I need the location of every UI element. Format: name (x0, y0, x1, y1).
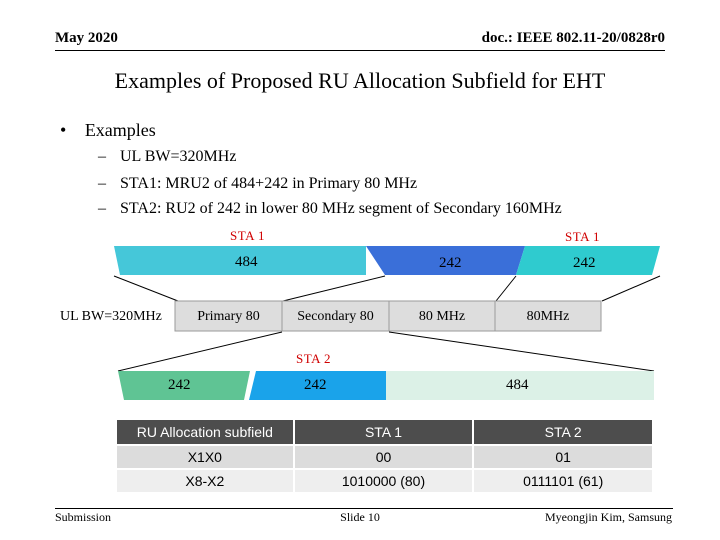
band-label-80mhz-a: 80 MHz (418, 309, 466, 324)
table-cell: 0111101 (61) (473, 468, 654, 492)
band-label-secondary: Secondary 80 (297, 309, 374, 324)
header-date: May 2020 (55, 30, 118, 46)
subbullet-2: – STA1: MRU2 of 484+242 in Primary 80 MH… (98, 175, 417, 193)
bullet-marker: • (60, 120, 67, 140)
connector-top-right (601, 275, 661, 302)
band-label-80mhz-b: 80MHz (526, 309, 570, 324)
sta1-label-right: STA 1 (565, 229, 601, 244)
table-header-cell: RU Allocation subfield (117, 420, 295, 445)
connector-top-mid-right (495, 275, 517, 302)
table-header-cell: STA 2 (473, 420, 654, 445)
bullet-examples: • Examples (60, 120, 156, 141)
footer-author: Myeongjin Kim, Samsung (544, 510, 672, 524)
connector-bottom-left (117, 331, 283, 372)
subbullet-text: UL BW=320MHz (120, 148, 237, 165)
table-cell: 01 (473, 444, 654, 469)
header-rule (55, 50, 665, 51)
subbullet-text: STA2: RU2 of 242 in lower 80 MHz segment… (120, 200, 562, 217)
slide-title: Examples of Proposed RU Allocation Subfi… (114, 68, 606, 93)
band-secondary-80 (281, 300, 390, 332)
dash: – (98, 200, 106, 217)
band-primary-80 (174, 300, 283, 332)
subbullet-text: STA1: MRU2 of 484+242 in Primary 80 MHz (120, 175, 418, 192)
top-label-242-b: 242 (439, 255, 462, 271)
top-shape-242-cyan (516, 246, 660, 275)
table-cell: 00 (293, 444, 475, 469)
bullet-text: Examples (84, 120, 156, 140)
sta2-label: STA 2 (296, 351, 332, 366)
ru-allocation-table: RU Allocation subfield STA 1 STA 2 X1X0 … (117, 420, 654, 492)
connector-bottom-right (388, 331, 655, 372)
dash: – (98, 148, 106, 165)
table-cell: X1X0 (117, 444, 295, 469)
top-label-242-c: 242 (573, 255, 596, 271)
footer-submission: Submission (55, 510, 112, 524)
ul-bw-label: UL BW=320MHz (60, 309, 162, 324)
dash: – (98, 175, 106, 192)
bottom-shape-242-green (118, 371, 250, 400)
top-shape-484 (114, 246, 366, 275)
bottom-shape-484 (386, 371, 654, 400)
top-shape-242-blue (366, 246, 525, 275)
footer-rule (55, 508, 673, 509)
sta1-label-left: STA 1 (230, 228, 266, 243)
subbullet-3: – STA2: RU2 of 242 in lower 80 MHz segme… (98, 200, 562, 218)
table-header-cell: STA 1 (293, 420, 475, 445)
table-cell: X8-X2 (117, 468, 295, 492)
top-label-484: 484 (235, 254, 258, 270)
table-row: X1X0 00 01 (117, 444, 654, 469)
band-80mhz-b (494, 300, 602, 332)
header-doc-id: doc.: IEEE 802.11-20/0828r0 (481, 30, 665, 46)
table-cell: 1010000 (80) (293, 468, 475, 492)
subbullet-1: – UL BW=320MHz (98, 148, 236, 166)
bottom-label-242-b: 242 (304, 377, 327, 393)
band-label-primary: Primary 80 (197, 309, 260, 324)
table-header-row: RU Allocation subfield STA 1 STA 2 (117, 420, 654, 445)
bottom-shape-242-blue (249, 371, 386, 400)
band-80mhz-a (388, 300, 496, 332)
bottom-label-484: 484 (506, 377, 529, 393)
connector-top-mid (282, 275, 386, 302)
footer-slide-number: Slide 10 (340, 510, 380, 524)
bottom-label-242-a: 242 (168, 377, 191, 393)
table-row: X8-X2 1010000 (80) 0111101 (61) (117, 468, 654, 492)
connector-top-left (113, 275, 179, 302)
